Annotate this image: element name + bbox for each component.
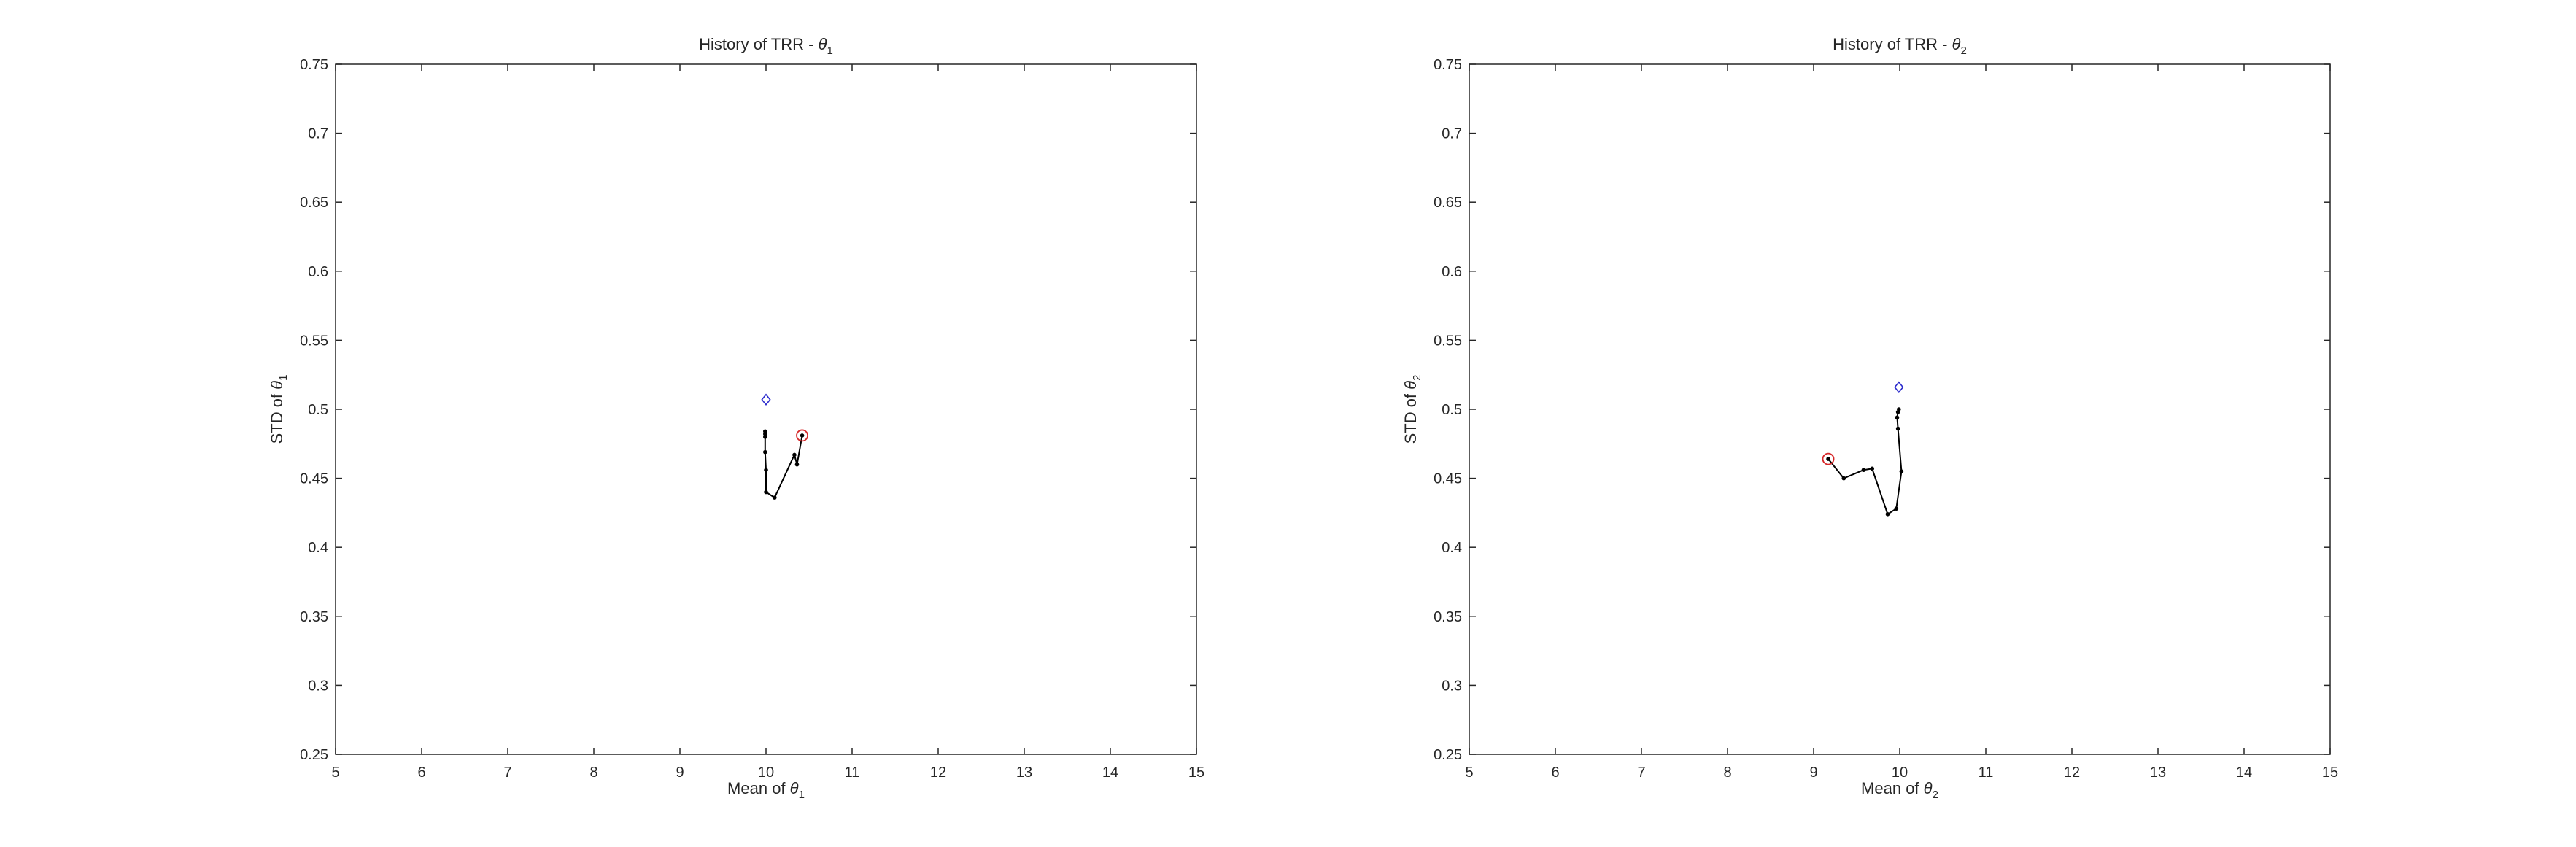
x-tick-label: 15: [1188, 765, 1204, 781]
target-marker: [1894, 381, 1904, 394]
start-marker: [796, 429, 808, 442]
history-point: [1895, 415, 1900, 420]
y-tick-label: 0.4: [308, 540, 328, 556]
y-tick-label: 0.4: [1442, 540, 1462, 556]
y-tick-label: 0.6: [308, 264, 328, 280]
y-tick-label: 0.45: [300, 471, 328, 487]
x-tick-label: 10: [1892, 765, 1908, 781]
y-tick-label: 0.35: [1434, 609, 1462, 625]
y-tick-label: 0.5: [1442, 402, 1462, 418]
x-tick-label: 11: [845, 765, 860, 781]
history-point: [764, 490, 768, 495]
y-tick-label: 0.5: [308, 402, 328, 418]
history-point: [800, 433, 805, 438]
y-tick-label: 0.3: [1442, 678, 1462, 694]
y-axis-label: STD of θ1: [268, 375, 290, 444]
history-point: [792, 452, 797, 457]
history-point: [1894, 506, 1899, 511]
y-tick-label: 0.25: [1434, 747, 1462, 763]
history-point: [763, 429, 767, 434]
history-point: [1895, 426, 1900, 431]
plot-theta1: History of TRR - θ1 5 6 7 8 9 10 11 12 13 14 15 0.…: [268, 35, 1204, 801]
y-tick-label: 0.7: [1442, 126, 1462, 142]
plot-theta2: History of TRR - θ2 5 6 7 8 9 10 11 12 13 14 15 0.…: [1401, 35, 2338, 801]
x-axis-label: Mean of θ1: [727, 779, 805, 801]
series-layer: [1822, 381, 1904, 517]
x-tick-label: 5: [1465, 765, 1473, 781]
x-tick-label: 12: [930, 765, 946, 781]
y-ticks: 0.25 0.3 0.35 0.4 0.45 0.5 0.55 0.6 0.65 0.7 0.75: [1434, 57, 2330, 763]
plot-area: [335, 63, 1197, 755]
x-tick-label: 14: [2236, 765, 2252, 781]
series-layer: [761, 393, 808, 500]
x-tick-label: 8: [1723, 765, 1731, 781]
y-tick-label: 0.35: [300, 609, 328, 625]
x-tick-label: 12: [2064, 765, 2080, 781]
y-tick-label: 0.75: [300, 57, 328, 73]
x-tick-label: 14: [1102, 765, 1118, 781]
x-tick-label: 10: [758, 765, 774, 781]
history-point: [1861, 468, 1866, 473]
y-tick-label: 0.75: [1434, 57, 1462, 73]
x-tick-label: 6: [1551, 765, 1559, 781]
history-point: [794, 462, 800, 467]
x-axis-label: Mean of θ2: [1861, 779, 1938, 801]
target-marker: [761, 393, 771, 406]
x-tick-label: 7: [1637, 765, 1645, 781]
y-tick-label: 0.65: [300, 195, 328, 211]
chart-title: History of TRR - θ2: [1833, 35, 1967, 57]
x-tick-label: 11: [1979, 765, 1994, 781]
x-tick-label: 6: [417, 765, 425, 781]
x-tick-label: 13: [2150, 765, 2166, 781]
y-tick-label: 0.7: [308, 126, 328, 142]
x-tick-label: 15: [2322, 765, 2338, 781]
y-tick-label: 0.55: [1434, 333, 1462, 349]
y-tick-label: 0.25: [300, 747, 328, 763]
x-tick-label: 8: [589, 765, 597, 781]
history-point: [1897, 407, 1901, 411]
history-point: [773, 495, 777, 500]
y-tick-label: 0.3: [308, 678, 328, 694]
history-point: [1826, 457, 1830, 461]
history-point: [1870, 466, 1875, 471]
chart-title: History of TRR - θ1: [699, 35, 833, 57]
x-ticks: 5 6 7 8 9 10 11 12 13 14 15: [1465, 64, 2338, 781]
x-ticks: 5 6 7 8 9 10 11 12 13 14 15: [331, 64, 1204, 781]
history-point: [1899, 469, 1904, 473]
x-tick-label: 9: [1809, 765, 1817, 781]
y-tick-label: 0.55: [300, 333, 328, 349]
y-axis-label: STD of θ2: [1401, 375, 1423, 444]
history-point: [763, 449, 767, 455]
history-point: [1885, 511, 1890, 517]
y-tick-label: 0.6: [1442, 264, 1462, 280]
y-tick-label: 0.65: [1434, 195, 1462, 211]
x-tick-label: 7: [503, 765, 511, 781]
x-tick-label: 13: [1016, 765, 1032, 781]
y-ticks: 0.25 0.3 0.35 0.4 0.45 0.5 0.55 0.6 0.65 0.7 0.75: [300, 57, 1196, 763]
start-marker: [1822, 452, 1835, 465]
x-tick-label: 9: [676, 765, 684, 781]
x-tick-label: 5: [331, 765, 339, 781]
history-point: [1841, 476, 1846, 481]
history-point: [764, 468, 768, 473]
y-tick-label: 0.45: [1434, 471, 1462, 487]
